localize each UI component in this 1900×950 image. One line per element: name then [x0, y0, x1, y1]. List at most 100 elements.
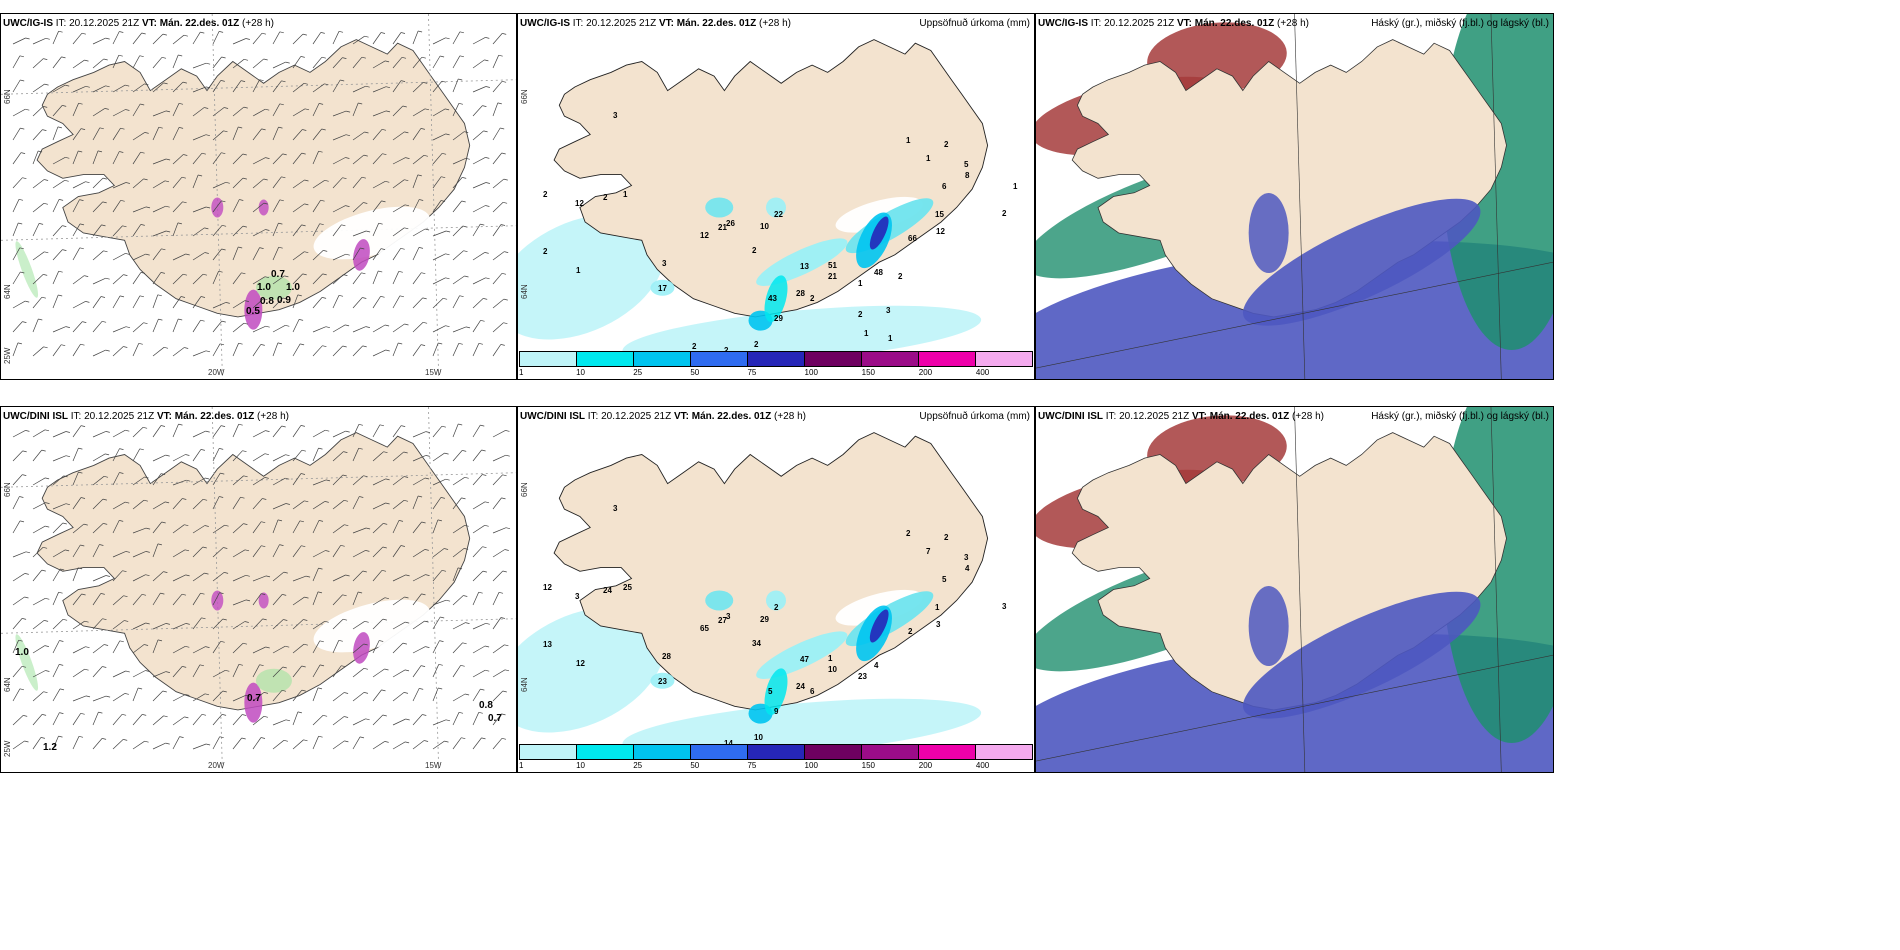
wind-barb-feather [219, 448, 224, 450]
wind-barb-feather [405, 157, 410, 159]
wind-barb [32, 37, 46, 45]
wind-barb [272, 544, 280, 558]
wind-barb [152, 671, 167, 678]
wind-barb-feather [345, 574, 350, 577]
wind-barb [372, 546, 384, 558]
wind-barb [32, 429, 46, 438]
wind-barb [92, 277, 106, 285]
precip-amount-label: 2 [724, 346, 729, 355]
precip-amount-label: 25 [623, 583, 632, 592]
wind-barb [132, 178, 144, 189]
precip-cell [244, 289, 263, 330]
wind-barb [452, 275, 465, 285]
wind-barb [52, 688, 61, 702]
wind-barb-feather [144, 83, 149, 86]
wind-barb-feather [458, 102, 463, 105]
wind-barb-feather [21, 665, 27, 668]
wind-barb [432, 108, 446, 117]
wind-barb-feather [485, 277, 490, 280]
lead-time: (+28 h) [242, 18, 274, 29]
wind-barb-feather [244, 300, 249, 302]
vt-label: VT: [141, 18, 157, 29]
wind-barb-feather [100, 593, 105, 595]
wind-barb [352, 570, 364, 582]
wind-barb [192, 107, 205, 117]
wind-barb-feather [301, 449, 306, 452]
precip-amount-label: 12 [575, 199, 584, 208]
wind-barb-feather [65, 156, 70, 159]
wind-barb-feather [183, 154, 188, 156]
wind-barb-feather [424, 620, 429, 623]
light-precip [15, 241, 39, 298]
wind-barb-feather [464, 524, 469, 527]
wind-barb [372, 618, 384, 630]
wind-barb [192, 350, 207, 357]
wind-barb [432, 153, 443, 165]
wind-barb-feather [223, 130, 228, 133]
wind-barb [152, 248, 162, 261]
wind-barb-feather [105, 277, 110, 280]
wind-barb-feather [263, 202, 268, 205]
wind-barb-feather [225, 181, 230, 184]
wind-barb-feather [200, 319, 205, 322]
it-label: IT: [1090, 18, 1102, 29]
wind-barb-feather [279, 199, 284, 202]
lat-66n-label: 66N [520, 482, 529, 497]
wind-barb-feather [220, 472, 225, 475]
wind-barb [252, 79, 260, 93]
wind-barb [472, 525, 485, 534]
wind-barb-feather [422, 714, 427, 716]
wind-barb-feather [178, 102, 184, 105]
wind-barb [152, 521, 162, 534]
wind-barb [32, 597, 46, 606]
wind-barb-feather [58, 735, 63, 738]
wind-barb-feather [263, 58, 268, 61]
wind-barb-feather [205, 430, 210, 433]
wind-barb [292, 520, 301, 534]
precip-amount-label: 29 [774, 314, 783, 323]
wind-barb [312, 447, 319, 462]
vt-value: Mán. 22.des. 01Z [1209, 411, 1290, 422]
wind-barb [172, 498, 183, 510]
wind-barb-feather [441, 80, 446, 83]
legend-color-swatch [748, 745, 805, 759]
wind-barb-feather [119, 151, 124, 153]
wind-barb [12, 496, 20, 510]
wind-barb [472, 424, 481, 438]
precip-amount-label: 47 [800, 655, 809, 664]
wind-barb [292, 179, 305, 189]
wind-barb [72, 425, 82, 438]
legend-color-swatch [805, 352, 862, 366]
wind-barb-feather [224, 572, 229, 574]
wind-barb-feather [358, 447, 363, 450]
wind-barb [112, 151, 120, 165]
wind-barb [12, 342, 19, 357]
wind-barb [192, 134, 207, 141]
wind-barb [212, 343, 221, 357]
wind-barb-feather [141, 593, 147, 596]
vt-label: VT: [1191, 411, 1207, 422]
wind-barb-feather [205, 86, 211, 89]
wind-barb-feather [244, 549, 250, 552]
wind-barb [12, 474, 23, 486]
wind-barb [272, 594, 283, 606]
wind-barb [392, 131, 405, 141]
wind-barb [272, 31, 281, 45]
lat-64n-label: 64N [520, 284, 529, 299]
wind-barb-feather [319, 664, 325, 667]
precip-amount-label: 28 [796, 289, 805, 298]
wind-barb [72, 85, 86, 93]
wind-barb [492, 549, 505, 558]
wind-barb-feather [221, 200, 226, 203]
wind-barb [32, 691, 44, 702]
precip-cell [258, 199, 269, 216]
wind-barb [92, 575, 107, 582]
light-precip [15, 634, 39, 691]
wind-barb-feather [19, 688, 24, 691]
legend-tick-label: 150 [861, 761, 876, 770]
wind-barb-feather [145, 622, 150, 625]
wind-barb [212, 592, 220, 606]
wind-barb-feather [465, 157, 470, 160]
wind-barb-feather [160, 272, 165, 274]
wind-barb [452, 497, 462, 510]
